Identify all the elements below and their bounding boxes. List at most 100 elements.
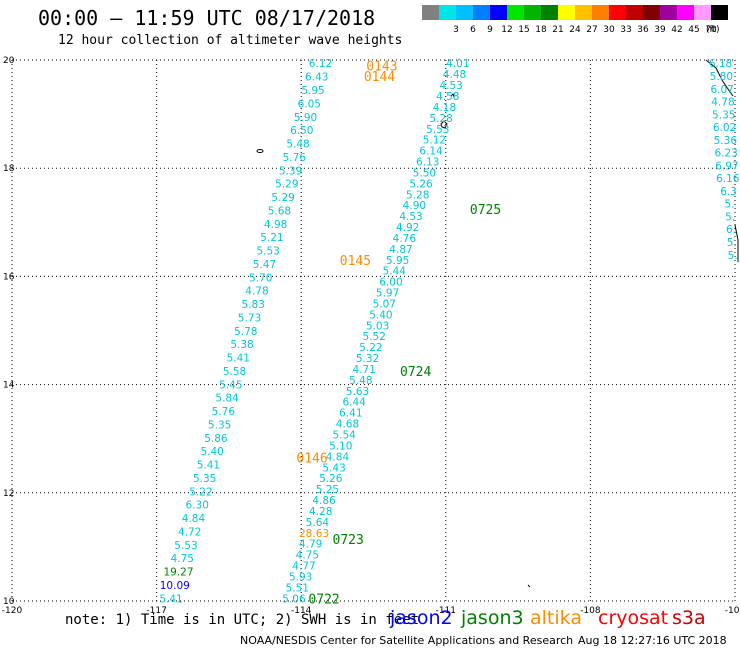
colorbar-tick-label: 33 [620,25,631,35]
wave-height-label: 5.43 [322,462,345,474]
wave-height-label: 5.54 [332,430,356,442]
colorbar-unit: (ft) [706,25,720,35]
colorbar-tick-label: 6 [470,25,476,35]
colorbar-swatch [592,5,609,20]
wave-height-label: 5.36 [714,135,738,147]
wave-height-label: 28.63 [299,528,329,540]
wave-height-label: 5.41 [197,460,220,472]
x-tick-label: -117 [146,606,166,616]
wave-height-label: 4.84 [182,513,206,525]
y-tick-label: 14 [3,381,15,391]
track-number-label: 0146 [296,452,327,467]
track-number-label: 0145 [340,254,371,269]
wave-height-label: 4.28 [309,506,332,518]
wave-height-label: 6.13 [416,157,439,169]
wave-height-label: 6.3 [720,186,737,198]
wave-height-label: 5.86 [204,433,228,445]
wave-height-label: 4.87 [389,244,412,256]
wave-height-label: 5.68 [268,205,291,217]
wave-height-label: 5.35 [208,419,231,431]
wave-height-label: 5.40 [200,446,223,458]
wave-height-label: 5.58 [223,366,246,378]
wave-height-label: 4.68 [336,419,359,431]
wave-height-label: 6.41 [339,408,362,420]
wave-height-label: 5.76 [283,152,307,164]
wave-height-label: 4.58 [436,91,459,103]
wave-height-label: 6.00 [379,277,402,289]
wave-height-label: 5.40 [369,309,392,321]
legend-altika: altika [530,607,582,629]
y-tick-label: 12 [3,489,14,499]
wave-height-label: 5.48 [286,139,309,151]
colorbar-swatch [490,5,507,20]
wave-height-label: 6.30 [186,500,209,512]
colorbar-swatch [507,5,524,20]
wave-height-label: 6.18 [709,58,732,70]
wave-height-label: 4.75 [296,550,319,562]
wave-height-label: 4.72 [178,526,201,538]
wave-height-label: 5.83 [242,299,265,311]
track-number-label: 0724 [400,365,431,380]
colorbar-swatch [694,5,711,20]
wave-height-label: 5.53 [174,540,197,552]
footnote: note: 1) Time is in UTC; 2) SWH is in fe… [65,612,420,628]
x-tick-label: -114 [291,606,312,616]
chart-title: 00:00 – 11:59 UTC 08/17/2018 [38,6,376,30]
colorbar-swatch [541,5,558,20]
wave-height-label: 5. [728,250,738,262]
wave-height-label: 4.01 [446,58,469,70]
wave-height-label: 4.98 [264,219,287,231]
wave-height-label: 6.23 [714,148,737,160]
wave-height-label: 5.22 [189,486,212,498]
legend-s3a: s3a [672,607,706,629]
wave-height-label: 5. [727,237,737,249]
wave-height-label: 6.50 [290,125,313,137]
colorbar-swatch [422,5,439,20]
wave-height-label: 5.28 [429,113,452,125]
island-mark [256,149,264,153]
wave-height-label: 5.97 [376,288,399,300]
wave-height-label: 6.43 [305,72,328,84]
wave-height-label: 5.95 [301,85,324,97]
colorbar-swatch [643,5,660,20]
wave-height-label: 5.28 [406,189,429,201]
y-tick-label: 20 [3,56,15,66]
wave-height-label: 5.03 [366,320,389,332]
coastline [734,224,739,262]
colorbar-tick-label: 39 [654,25,666,35]
y-tick-label: 18 [3,164,15,174]
wave-height-label: 4.77 [292,561,315,573]
island-mark [527,584,531,588]
track-number-label: 0722 [308,592,339,607]
colorbar-tick-label: 30 [603,25,615,35]
island-mark [440,120,448,129]
x-tick-label: -111 [436,606,456,616]
x-tick-label: -120 [2,606,23,616]
generated-timestamp: Aug 18 12:27:16 UTC 2018 [578,634,727,647]
wave-height-label: 6.16 [716,173,740,185]
wave-height-label: 5.64 [306,517,330,529]
wave-height-label: 4.48 [443,69,466,81]
wave-height-label: 5.53 [256,246,279,258]
wave-height-label: 5.51 [286,582,309,594]
wave-height-label: 5.39 [279,165,302,177]
colorbar-tick-label: 3 [453,25,459,35]
wave-height-label: 5.52 [363,331,386,343]
color-scale-bar: 3 6 9 12 15 18 21 24 27 30 33 36 39 42 45 70(ft) [422,5,728,35]
wave-height-label: 5.44 [383,266,407,278]
colorbar-swatch [660,5,677,20]
wave-height-label: 5.84 [215,393,239,405]
wave-height-label: 5.70 [249,272,272,284]
colorbar-tick-label: 70 [705,25,717,35]
wave-height-label: 5.32 [356,353,379,365]
wave-height-label: 5.12 [423,135,446,147]
wave-height-label: 5.21 [260,232,283,244]
wave-height-label: 5.48 [349,375,372,387]
wave-height-label: 5.26 [319,473,343,485]
wave-height-label: 4.92 [396,222,419,234]
wave-height-label: 5.06 [282,593,306,605]
wave-height-label: 5.35 [193,473,216,485]
x-tick-label: -108 [580,606,601,616]
wave-height-label: 5.95 [386,255,409,267]
wave-height-label: 5.78 [234,326,257,338]
